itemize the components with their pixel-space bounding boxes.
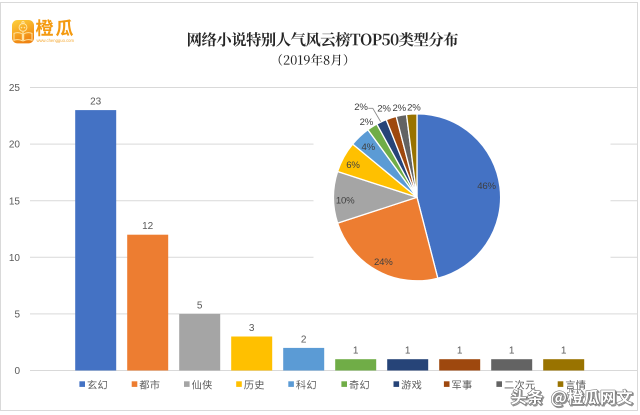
svg-text:5: 5: [14, 310, 20, 321]
svg-text:5: 5: [197, 300, 203, 311]
svg-text:25: 25: [9, 83, 21, 94]
svg-text:3: 3: [249, 323, 255, 334]
svg-text:www.chengguo.com: www.chengguo.com: [37, 38, 75, 43]
svg-text:2%: 2%: [354, 102, 368, 113]
svg-text:10: 10: [9, 253, 21, 264]
svg-text:1: 1: [353, 346, 359, 357]
svg-text:0: 0: [14, 366, 20, 377]
svg-text:23: 23: [90, 97, 102, 108]
svg-text:15: 15: [9, 196, 21, 207]
svg-text:2: 2: [301, 334, 307, 345]
svg-text:2%: 2%: [377, 104, 391, 115]
svg-text:6%: 6%: [346, 160, 360, 171]
svg-text:12: 12: [142, 221, 154, 232]
svg-text:20: 20: [9, 140, 21, 151]
svg-text:2%: 2%: [407, 103, 421, 114]
svg-text:1: 1: [405, 346, 411, 357]
svg-text:1: 1: [457, 346, 463, 357]
svg-text:24%: 24%: [374, 257, 393, 268]
svg-text:4%: 4%: [361, 142, 375, 153]
svg-text:10%: 10%: [336, 196, 355, 207]
svg-text:46%: 46%: [477, 181, 496, 192]
svg-text:2%: 2%: [392, 103, 406, 114]
svg-text:1: 1: [509, 346, 515, 357]
svg-text:2%: 2%: [360, 117, 374, 128]
svg-text:1: 1: [561, 346, 567, 357]
